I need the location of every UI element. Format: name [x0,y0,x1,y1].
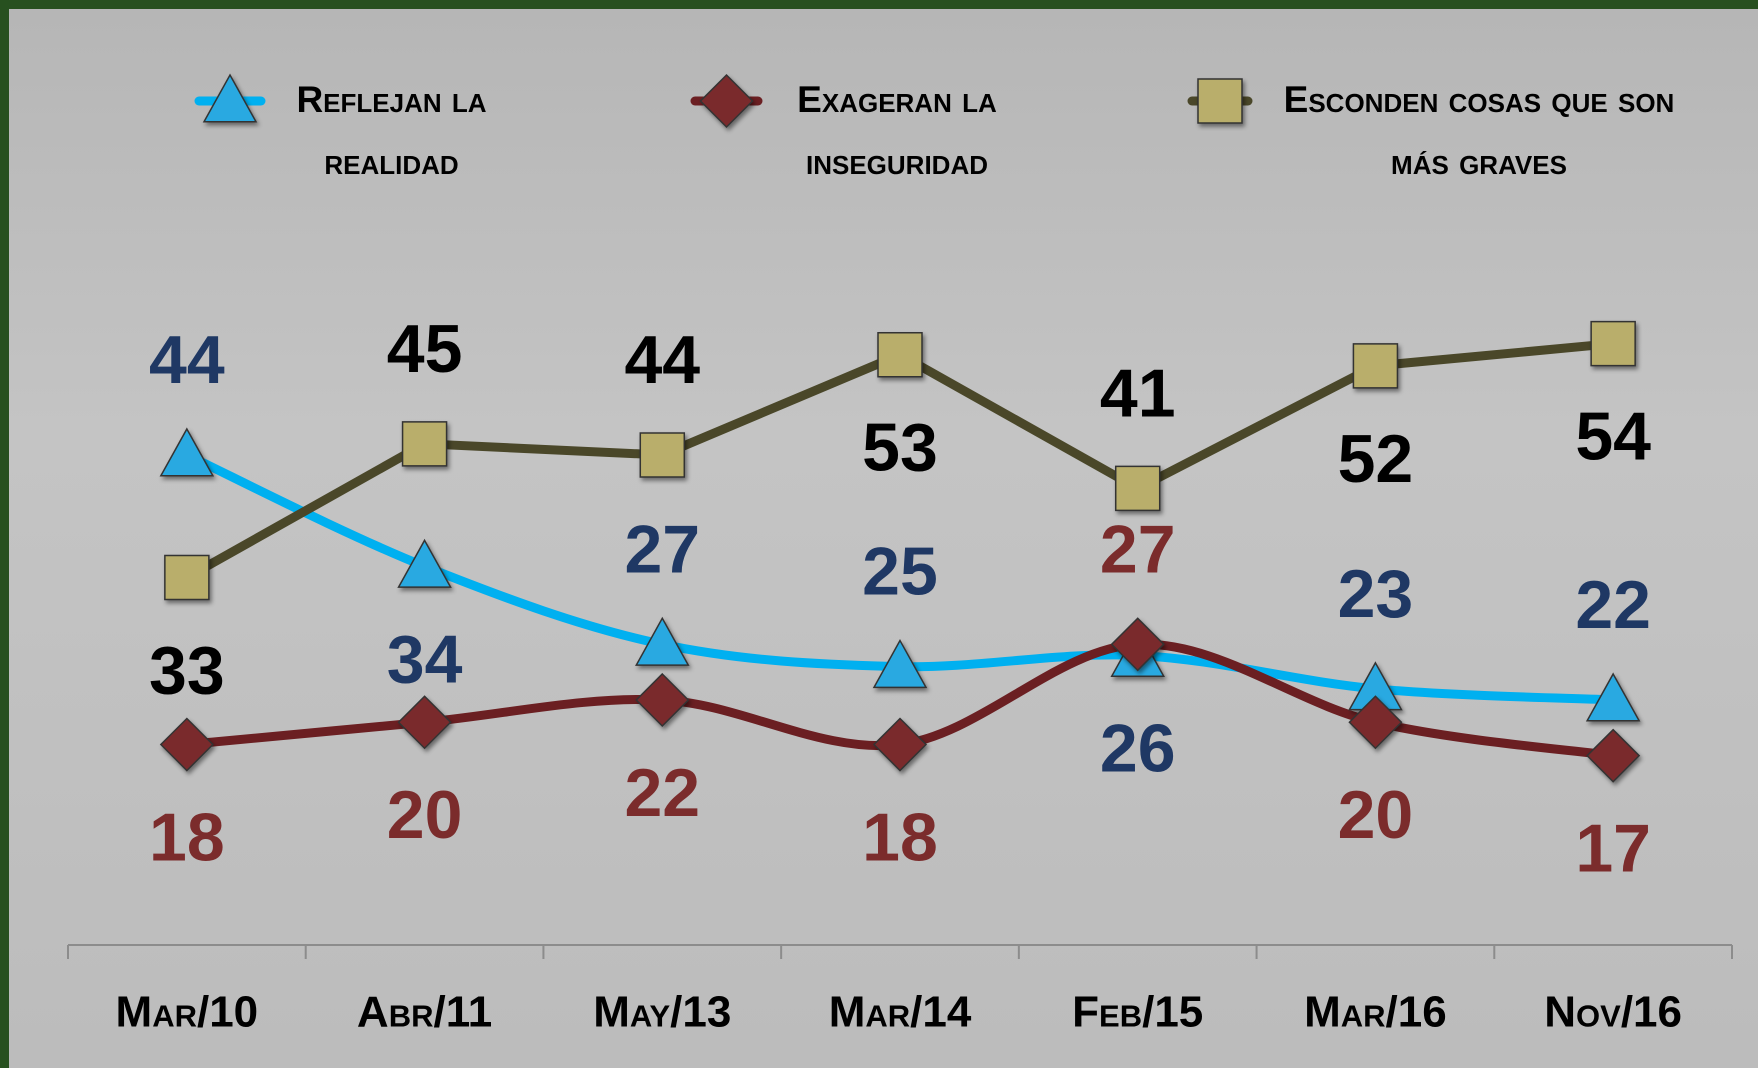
legend-label: Reflejan la realidad [296,79,487,182]
square-marker [401,421,448,467]
data-label: 52 [1338,421,1414,497]
markers [159,320,1641,783]
diamond-marker [872,717,928,772]
data-label: 22 [1575,567,1651,643]
diamond-marker [397,695,452,750]
diamond-marker [1110,617,1165,672]
data-label: 22 [624,755,700,831]
data-label: 53 [862,410,938,486]
data-label: 27 [1100,511,1176,587]
square-marker [639,432,686,478]
plot: Mar/10 Abr/11 May/13 Mar/14 Feb/15 Mar/16 Nov/… [67,73,1733,1037]
square-marker [877,331,923,378]
triangle-marker [159,427,215,477]
square-marker [1197,78,1243,124]
data-label: 45 [387,311,463,387]
data-label: 20 [387,777,463,853]
triangle-marker [397,538,452,588]
diamond-marker [1586,728,1641,783]
data-label: 17 [1575,811,1651,887]
x-tick-label: Feb/15 [1072,988,1203,1037]
square-marker [1590,320,1636,367]
x-tick-label: Mar/14 [829,988,972,1037]
x-tick-label: Mar/16 [1304,988,1447,1037]
data-label: 27 [624,511,700,587]
x-tick-label: Mar/10 [116,988,259,1037]
data-label: 34 [387,621,463,697]
triangle-marker [872,639,928,689]
diamond-marker [635,672,690,728]
diamond-marker [1348,695,1403,750]
data-label: 26 [1100,710,1176,786]
data-label: 44 [149,322,225,398]
data-label: 18 [149,799,225,875]
square-marker [1352,343,1399,389]
data-label: 54 [1575,399,1651,475]
legend-label: Esconden cosas que son más graves [1283,79,1675,182]
data-label: 33 [149,632,225,708]
data-labels: 44 34 27 25 26 23 22 18 20 22 18 27 20 17 33 45 44 53 41 52… [149,311,1651,887]
legend-label: Exageran la inseguridad [797,79,997,182]
data-label: 23 [1338,556,1414,632]
data-label: 41 [1100,355,1176,431]
x-tick-label: May/13 [593,988,731,1037]
triangle-marker [1585,672,1641,722]
legend-marker [1197,78,1243,124]
data-label: 20 [1338,777,1414,853]
square-marker [164,554,210,601]
legend-marker [699,73,754,129]
legend-marker [202,73,258,123]
diamond-marker [699,73,754,129]
x-tick-label: Abr/11 [357,988,492,1037]
triangle-marker [202,73,258,123]
diamond-marker [159,717,214,772]
x-tick-label: Nov/16 [1544,988,1682,1037]
data-label: 25 [862,534,938,610]
triangle-marker [635,616,690,666]
data-label: 18 [862,799,938,875]
square-marker [1114,465,1161,512]
data-label: 44 [624,322,700,398]
